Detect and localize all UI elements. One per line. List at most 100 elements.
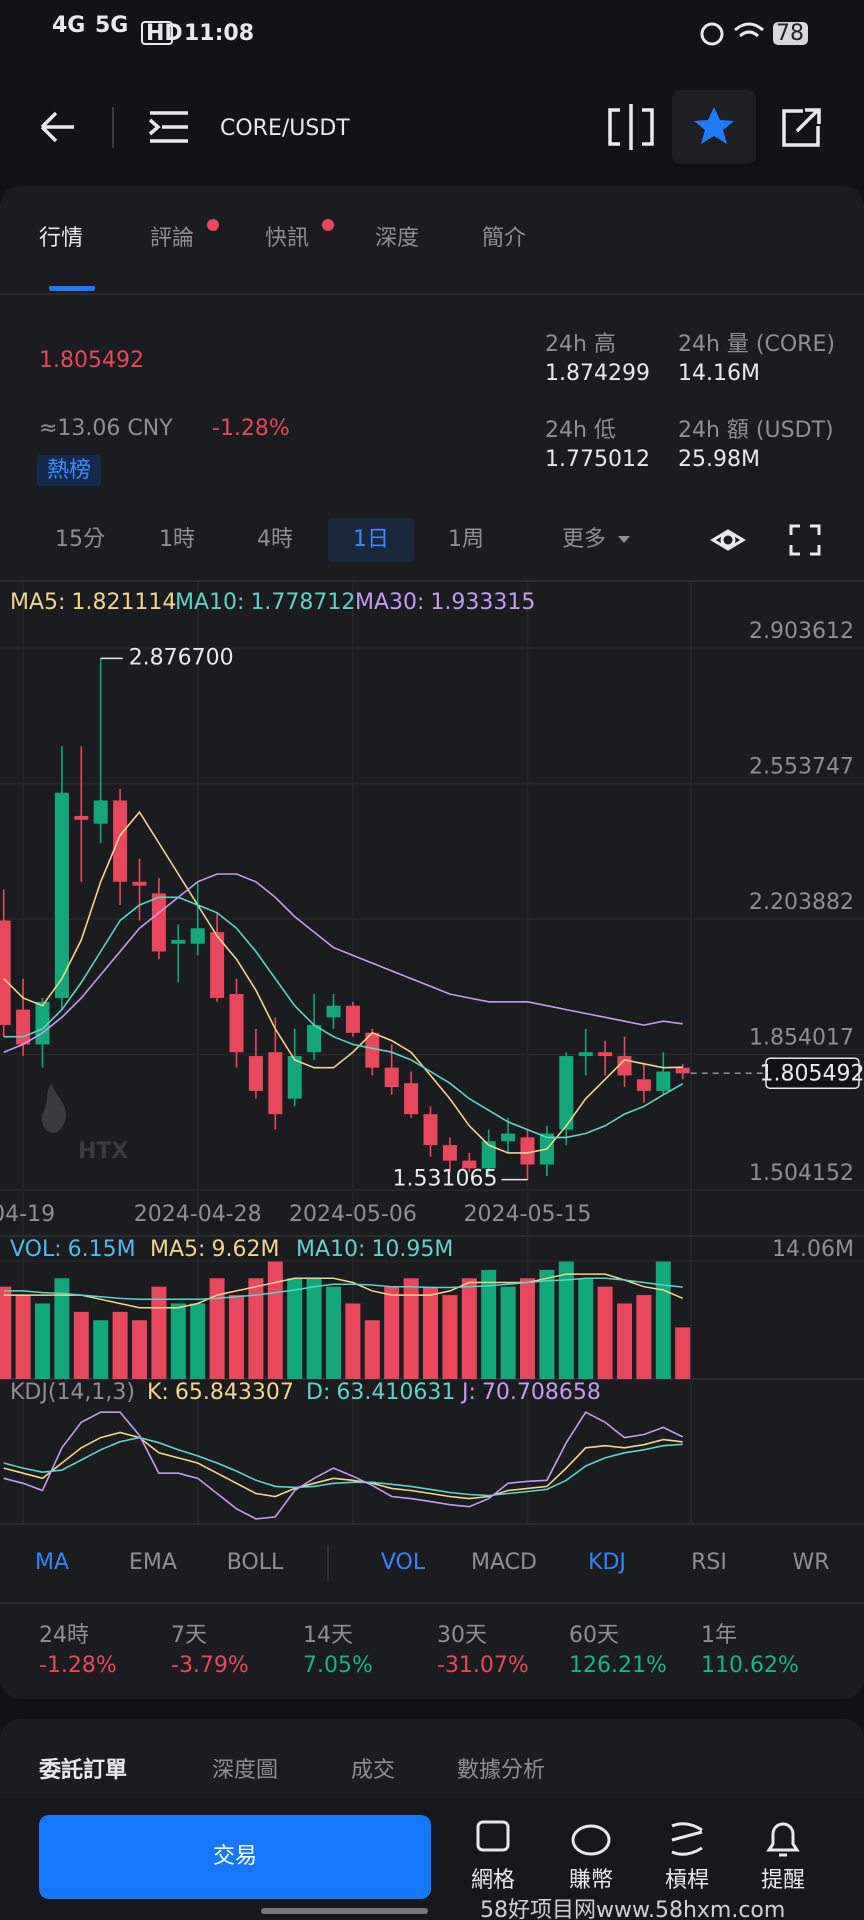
volume-bar	[15, 1295, 31, 1379]
volume-legend-name: VOL:	[10, 1237, 62, 1262]
indicator-tab[interactable]: WR	[792, 1550, 829, 1575]
volume-bar	[364, 1320, 380, 1379]
volume-bar	[132, 1320, 147, 1379]
status-net: 4G	[52, 13, 85, 38]
tab[interactable]: 行情	[39, 226, 83, 251]
volume-legend: VOL: 6.15M	[10, 1237, 136, 1262]
indicator-tab[interactable]: EMA	[129, 1550, 177, 1575]
trade-button[interactable]	[39, 1815, 431, 1899]
candle-body	[0, 920, 11, 1026]
timeframe[interactable]: 15分	[55, 527, 105, 552]
tab[interactable]: 評論	[150, 226, 194, 251]
kdj-legend-name: K:	[147, 1380, 169, 1405]
kdj-legend-value: 65.843307	[175, 1380, 294, 1405]
volume-ma-name: MA10:	[296, 1237, 365, 1262]
volume-legend-value: 6.15M	[68, 1237, 136, 1262]
candle-body	[365, 1032, 380, 1068]
ma-legend-name: MA5:	[10, 590, 65, 615]
stat-value: 1.874299	[545, 361, 650, 386]
ma-legend: MA30: 1.933315	[355, 590, 535, 615]
volume-bar	[597, 1286, 613, 1379]
candle-body	[190, 928, 205, 944]
battery-icon	[773, 22, 808, 45]
timeframe[interactable]: 更多	[562, 527, 606, 552]
kdj-legend: K: 65.843307	[147, 1380, 294, 1405]
volume-ma-name: MA5:	[150, 1237, 205, 1262]
hd-box	[141, 21, 173, 45]
volume-ma-value: 10.95M	[371, 1237, 453, 1262]
ma-legend-name: MA10:	[175, 590, 244, 615]
ma-legend: MA10: 1.778712	[175, 590, 355, 615]
volume-bar	[267, 1261, 283, 1379]
status-time: 11:08	[184, 21, 254, 46]
timeframe[interactable]: 1時	[159, 527, 195, 552]
timeframe[interactable]: 4時	[257, 527, 293, 552]
timeframe[interactable]: 1周	[448, 527, 484, 552]
performance-label: 24時	[39, 1623, 89, 1648]
candle-body	[93, 800, 108, 824]
battery-level: 78	[776, 21, 804, 46]
volume-bar	[384, 1286, 400, 1379]
indicator-tab[interactable]: BOLL	[227, 1550, 284, 1575]
dropdown-caret	[618, 536, 630, 543]
hot-tag: 熱榜	[47, 458, 91, 483]
settings-button[interactable]	[710, 529, 746, 551]
indicator-tab[interactable]: MACD	[471, 1550, 537, 1575]
volume-bar	[170, 1303, 186, 1379]
indicator-tab[interactable]: KDJ	[588, 1550, 626, 1575]
candle-body	[113, 800, 128, 882]
candle-body	[404, 1083, 419, 1115]
favorite-button[interactable]	[694, 107, 734, 144]
status-net: 5G	[95, 13, 128, 38]
volume-bar	[54, 1278, 70, 1379]
volume-bar	[35, 1303, 50, 1379]
indicator-tab[interactable]: RSI	[691, 1550, 727, 1575]
y-tick-label: 2.203882	[749, 890, 854, 915]
share-button[interactable]	[782, 108, 821, 147]
order-tab[interactable]: 數據分析	[457, 1758, 545, 1783]
stat-value: 14.16M	[678, 361, 760, 386]
bottom-item[interactable]: 賺幣	[569, 1868, 613, 1893]
bottom-item[interactable]: 槓桿	[665, 1868, 709, 1893]
volume-bar	[675, 1327, 691, 1379]
last-price: 1.805492	[39, 348, 144, 373]
candle-body	[656, 1071, 671, 1091]
bottom-item[interactable]: 提醒	[761, 1868, 805, 1893]
hot-tag-bg	[37, 455, 101, 486]
tab[interactable]: 深度	[375, 226, 419, 251]
order-tab[interactable]: 深度圖	[212, 1758, 278, 1783]
fullscreen-button[interactable]	[789, 524, 821, 556]
ma-legend-value: 1.778712	[250, 590, 355, 615]
notify-dot	[322, 219, 334, 231]
candle-body	[598, 1052, 613, 1057]
candle-body	[171, 939, 186, 944]
back-button[interactable]	[40, 111, 74, 143]
indicator-tab[interactable]: VOL	[381, 1550, 426, 1575]
order-tab[interactable]: 委託訂單	[39, 1757, 127, 1783]
volume-ma-legend: MA10: 10.95M	[296, 1237, 453, 1262]
ma-legend-name: MA30:	[355, 590, 424, 615]
ma-line	[3, 896, 684, 1139]
candle-body	[151, 893, 166, 952]
compare-button[interactable]	[608, 104, 654, 150]
volume-bar	[617, 1303, 632, 1379]
site-watermark: 58好项目网www.58hxm.com	[480, 1898, 785, 1920]
ma-legend: MA5: 1.821114	[10, 590, 176, 615]
indicator-tab[interactable]: MA	[35, 1550, 69, 1575]
alert-icon	[766, 1822, 800, 1857]
candle-body	[462, 1160, 477, 1169]
notify-dot	[207, 219, 219, 231]
performance-value: -1.28%	[39, 1653, 117, 1678]
kdj-legend-name: J:	[460, 1380, 476, 1405]
timeframe[interactable]: 1日	[353, 527, 389, 552]
tab[interactable]: 快訊	[265, 226, 309, 251]
bottom-item[interactable]: 網格	[471, 1868, 515, 1893]
menu-button[interactable]	[148, 111, 188, 143]
order-tab[interactable]: 成交	[351, 1758, 395, 1783]
ma-legend-value: 1.821114	[71, 590, 176, 615]
candle-body	[442, 1145, 457, 1161]
tab[interactable]: 簡介	[482, 226, 526, 251]
volume-bar	[306, 1278, 322, 1379]
stat-label: 24h 量 (CORE)	[678, 332, 835, 357]
kdj-legend: D: 63.410631	[306, 1380, 455, 1405]
